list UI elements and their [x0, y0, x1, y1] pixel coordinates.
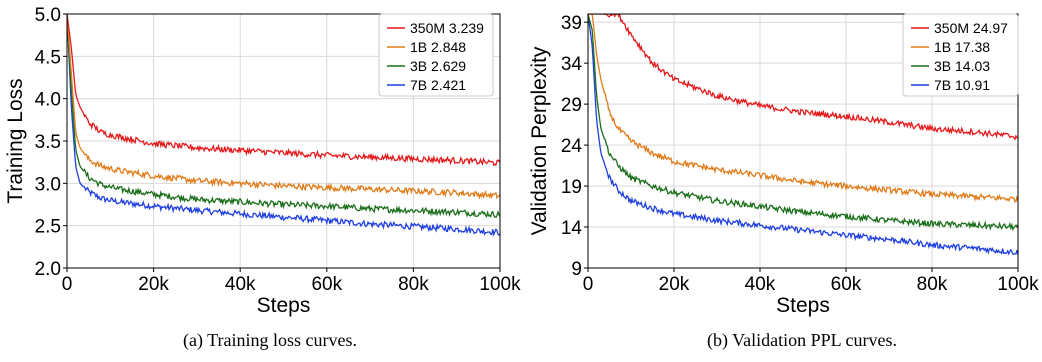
- series-line-7b: [67, 14, 500, 237]
- x-tick-label: 100k: [479, 274, 521, 295]
- legend-label-7b: 7B 2.421: [410, 77, 466, 93]
- x-tick-label: 80k: [398, 274, 429, 295]
- x-tick-label: 40k: [225, 274, 256, 295]
- x-tick-label: 0: [583, 274, 594, 295]
- y-tick-label: 3.5: [35, 132, 61, 153]
- series-line-7b: [588, 14, 1018, 256]
- x-tick-label: 100k: [997, 274, 1039, 295]
- series-line-1b: [588, 14, 1018, 203]
- y-tick-label: 29: [561, 95, 582, 116]
- series-line-3b: [588, 14, 1018, 232]
- y-tick-label: 5.0: [35, 5, 61, 26]
- chart-loss: 0 20k 40k 60k 80k 100k 2.0 2.5 3.0 3.5 4.0 4.5 5.0 St…: [4, 5, 521, 317]
- y-tick-label: 4.5: [35, 47, 61, 68]
- legend-label-350m: 350M 24.97: [934, 20, 1008, 36]
- chart-ppl: 0 20k 40k 60k 80k 100k 9 14 19 24 29 34 39 Steps Valid…: [528, 13, 1039, 317]
- series-line-1b: [67, 14, 500, 200]
- y-axis-label: Training Loss: [4, 78, 27, 203]
- legend: 350M 24.97 1B 17.38 3B 14.03 7B 10.91: [902, 13, 1019, 97]
- x-tick-label: 60k: [831, 274, 862, 295]
- y-tick-label: 2.0: [35, 259, 61, 280]
- legend-label-3b: 3B 2.629: [410, 58, 466, 74]
- legend-box: [378, 13, 494, 97]
- x-tick-label: 20k: [138, 274, 169, 295]
- y-tick-label: 34: [561, 54, 583, 75]
- legend-label-7b: 7B 10.91: [934, 77, 990, 93]
- y-tick-label: 39: [561, 13, 582, 34]
- x-tick-label: 80k: [917, 274, 948, 295]
- series-line-350m: [588, 14, 1018, 141]
- y-tick-label: 2.5: [35, 217, 61, 238]
- caption-validation-ppl: (b) Validation PPL curves.: [707, 330, 897, 350]
- legend: 350M 3.239 1B 2.848 3B 2.629 7B 2.421: [378, 13, 494, 97]
- x-tick-label: 40k: [745, 274, 776, 295]
- y-axis-label: Validation Perplexity: [528, 46, 551, 235]
- series-line-350m: [67, 14, 500, 167]
- y-tick-label: 4.0: [35, 90, 61, 111]
- x-axis-label: Steps: [257, 294, 311, 317]
- y-tick-label: 9: [571, 259, 582, 280]
- caption-training-loss: (a) Training loss curves.: [183, 330, 357, 350]
- legend-label-350m: 350M 3.239: [410, 20, 484, 36]
- legend-box: [902, 13, 1019, 97]
- y-tick-label: 3.0: [35, 174, 61, 195]
- x-axis-label: Steps: [776, 294, 830, 317]
- y-tick-label: 24: [561, 136, 583, 157]
- x-tick-label: 20k: [659, 274, 690, 295]
- x-tick-label: 60k: [311, 274, 342, 295]
- x-tick-label: 0: [62, 274, 73, 295]
- legend-label-1b: 1B 17.38: [934, 39, 990, 55]
- legend-label-3b: 3B 14.03: [934, 58, 990, 74]
- plot-frame: [587, 13, 1019, 269]
- y-tick-label: 14: [561, 218, 583, 239]
- series-line-3b: [67, 14, 500, 219]
- y-tick-label: 19: [561, 177, 582, 198]
- legend-label-1b: 1B 2.848: [410, 39, 466, 55]
